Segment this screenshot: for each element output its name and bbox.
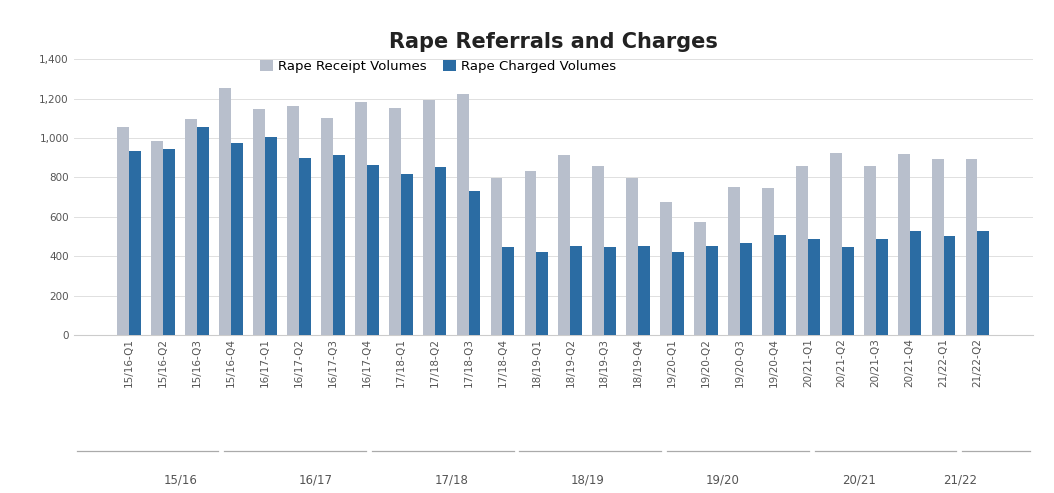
Bar — [706, 246, 718, 335]
Bar — [287, 106, 299, 335]
Bar — [434, 167, 447, 335]
Bar — [570, 246, 582, 335]
Bar — [965, 159, 977, 335]
Text: 18/19: 18/19 — [570, 473, 604, 486]
Bar — [977, 231, 990, 335]
Bar — [638, 246, 650, 335]
Bar — [943, 236, 955, 335]
Bar — [152, 141, 163, 335]
Bar — [355, 102, 367, 335]
Bar — [490, 178, 503, 335]
Text: 17/18: 17/18 — [434, 473, 469, 486]
Bar — [219, 88, 231, 335]
Bar — [130, 151, 141, 335]
Bar — [842, 246, 854, 335]
Bar — [829, 153, 842, 335]
Text: 16/17: 16/17 — [299, 473, 333, 486]
Bar — [423, 100, 434, 335]
Title: Rape Referrals and Charges: Rape Referrals and Charges — [389, 32, 718, 52]
Bar — [401, 174, 412, 335]
Bar — [807, 239, 820, 335]
Bar — [774, 235, 785, 335]
Bar — [321, 118, 333, 335]
Bar — [389, 108, 401, 335]
Bar — [626, 178, 638, 335]
Bar — [672, 252, 684, 335]
Bar — [163, 149, 175, 335]
Bar — [898, 154, 910, 335]
Bar — [932, 159, 943, 335]
Bar — [231, 143, 242, 335]
Bar — [299, 158, 311, 335]
Bar — [796, 166, 807, 335]
Bar — [604, 247, 617, 335]
Text: 19/20: 19/20 — [706, 473, 740, 486]
Bar — [910, 231, 921, 335]
Legend: Rape Receipt Volumes, Rape Charged Volumes: Rape Receipt Volumes, Rape Charged Volum… — [260, 60, 617, 73]
Bar — [503, 247, 514, 335]
Bar — [525, 171, 536, 335]
Bar — [864, 166, 876, 335]
Bar — [367, 165, 378, 335]
Bar — [762, 188, 774, 335]
Bar — [536, 252, 548, 335]
Bar — [876, 239, 887, 335]
Text: 21/22: 21/22 — [943, 473, 977, 486]
Text: 20/21: 20/21 — [842, 473, 876, 486]
Bar — [660, 202, 672, 335]
Bar — [592, 166, 604, 335]
Bar — [186, 119, 197, 335]
Bar — [117, 127, 130, 335]
Bar — [695, 222, 706, 335]
Bar — [456, 94, 469, 335]
Bar — [469, 191, 481, 335]
Bar — [265, 137, 277, 335]
Bar — [559, 155, 570, 335]
Bar — [253, 109, 265, 335]
Bar — [728, 187, 740, 335]
Bar — [197, 127, 209, 335]
Bar — [740, 243, 752, 335]
Text: 15/16: 15/16 — [163, 473, 197, 486]
Bar — [333, 155, 345, 335]
